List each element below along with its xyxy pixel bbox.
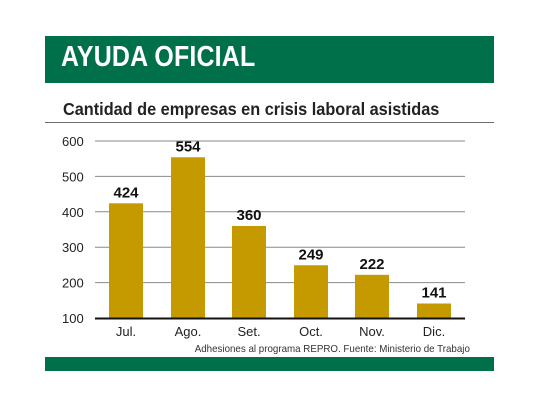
y-tick-label: 100 <box>62 311 84 326</box>
page-title: AYUDA OFICIAL <box>61 41 256 73</box>
header-banner: AYUDA OFICIAL <box>45 36 494 83</box>
data-label: 424 <box>113 184 139 201</box>
bar <box>109 203 143 318</box>
data-label: 222 <box>359 256 384 273</box>
bar <box>294 265 328 318</box>
x-tick-label: Nov. <box>359 324 385 339</box>
source-note: Adhesiones al programa REPRO. Fuente: Mi… <box>194 343 470 355</box>
y-tick-label: 200 <box>62 276 84 291</box>
x-tick-label: Jul. <box>116 324 136 339</box>
footer-bar <box>45 357 494 371</box>
bar <box>355 274 389 318</box>
chart-title: Cantidad de empresas en crisis laboral a… <box>63 99 440 119</box>
data-label: 141 <box>421 284 446 301</box>
bar <box>232 225 266 318</box>
x-tick-label: Dic. <box>423 324 445 339</box>
data-label: 249 <box>298 246 323 263</box>
bar <box>171 157 205 318</box>
y-tick-label: 600 <box>62 134 84 149</box>
title-divider <box>45 122 494 123</box>
data-label: 360 <box>236 207 261 224</box>
bar <box>417 303 451 318</box>
x-tick-label: Set. <box>237 324 260 339</box>
y-tick-label: 500 <box>62 169 84 184</box>
y-tick-label: 400 <box>62 205 84 220</box>
x-tick-label: Ago. <box>175 324 202 339</box>
y-tick-label: 300 <box>62 240 84 255</box>
x-tick-label: Oct. <box>299 324 323 339</box>
data-label: 554 <box>175 138 201 155</box>
